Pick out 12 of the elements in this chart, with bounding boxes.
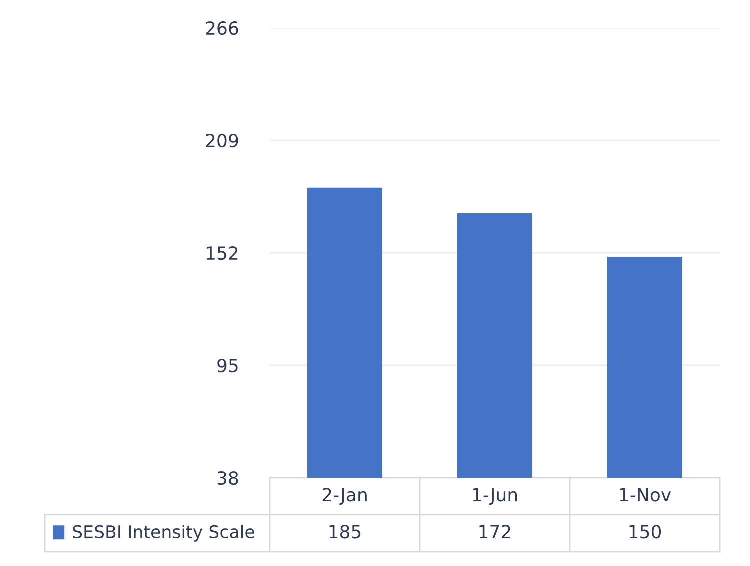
data-label: 150 <box>630 525 662 539</box>
x-tick-label: 1-Jun <box>473 488 518 506</box>
y-tick-label: 38 <box>218 471 238 486</box>
y-tick-label: 95 <box>218 358 238 373</box>
data-label: 172 <box>480 525 510 538</box>
x-tick-label: 2-Jan <box>322 488 367 506</box>
y-tick-label: 266 <box>206 21 238 36</box>
y-tick-label: 152 <box>206 246 238 260</box>
x-tick-label: 1-Nov <box>620 488 672 502</box>
legend-label: SESBI Intensity Scale <box>73 525 254 542</box>
data-label: 185 <box>330 525 361 539</box>
y-tick-label: 209 <box>206 134 238 148</box>
